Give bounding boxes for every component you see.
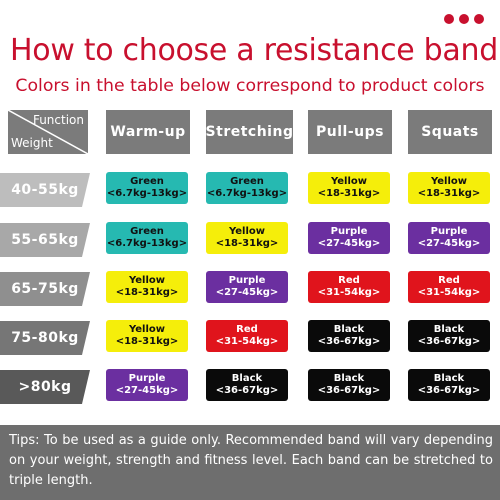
page-title: How to choose a resistance band: [10, 33, 498, 68]
band-cell-red: Red <31-54kg>: [206, 320, 288, 352]
weight-range-cell: 40-55kg: [0, 173, 90, 207]
tips-text: Tips: To be used as a guide only. Recomm…: [9, 433, 493, 488]
band-cell-yellow: Yellow <18-31kg>: [206, 222, 288, 254]
band-resistance-range: <36-67kg>: [215, 385, 279, 396]
band-color-name: Yellow: [330, 176, 368, 187]
band-cell-yellow: Yellow <18-31kg>: [308, 172, 390, 204]
band-cell-green: Green <6.7kg-13kg>: [206, 172, 288, 204]
band-color-name: Yellow: [228, 226, 266, 237]
band-cell-black: Black <36-67kg>: [408, 369, 490, 401]
band-resistance-range: <36-67kg>: [417, 385, 481, 396]
band-resistance-range: <27-45kg>: [215, 287, 279, 298]
band-resistance-range: <18-31kg>: [317, 188, 381, 199]
weight-label: Weight: [11, 136, 53, 150]
band-color-name: Red: [338, 275, 360, 286]
band-resistance-range: <6.7kg-13kg>: [106, 188, 188, 199]
function-label: Function: [32, 113, 84, 127]
weight-range-cell: 55-65kg: [0, 223, 90, 257]
band-color-name: Green: [230, 176, 264, 187]
table-corner-header: Function Weight: [8, 110, 88, 154]
band-cell-purple: Purple <27-45kg>: [408, 222, 490, 254]
column-header-squats: Squats: [408, 110, 492, 154]
weight-range-cell: 75-80kg: [0, 321, 90, 355]
band-resistance-range: <27-45kg>: [115, 385, 179, 396]
band-color-name: Purple: [330, 226, 368, 237]
band-resistance-range: <18-31kg>: [115, 287, 179, 298]
band-cell-yellow: Yellow <18-31kg>: [106, 271, 188, 303]
band-resistance-range: <18-31kg>: [115, 336, 179, 347]
band-cell-green: Green <6.7kg-13kg>: [106, 172, 188, 204]
band-color-name: Purple: [128, 373, 166, 384]
band-resistance-range: <6.7kg-13kg>: [106, 238, 188, 249]
band-cell-black: Black <36-67kg>: [206, 369, 288, 401]
band-color-name: Black: [333, 324, 365, 335]
dot: [444, 14, 454, 24]
band-color-name: Black: [231, 373, 263, 384]
column-header-warm-up: Warm-up: [106, 110, 190, 154]
band-resistance-range: <18-31kg>: [417, 188, 481, 199]
band-resistance-range: <27-45kg>: [417, 238, 481, 249]
band-color-name: Purple: [430, 226, 468, 237]
dot: [459, 14, 469, 24]
band-color-name: Purple: [228, 275, 266, 286]
band-resistance-range: <27-45kg>: [317, 238, 381, 249]
page-subtitle: Colors in the table below correspond to …: [15, 76, 485, 96]
band-cell-purple: Purple <27-45kg>: [206, 271, 288, 303]
band-resistance-range: <31-54kg>: [317, 287, 381, 298]
band-cell-black: Black <36-67kg>: [308, 369, 390, 401]
menu-dots-icon: [444, 14, 484, 24]
band-resistance-range: <36-67kg>: [317, 336, 381, 347]
band-resistance-range: <36-67kg>: [317, 385, 381, 396]
weight-range-cell: >80kg: [0, 370, 90, 404]
band-cell-red: Red <31-54kg>: [308, 271, 390, 303]
band-resistance-range: <6.7kg-13kg>: [206, 188, 288, 199]
band-color-name: Black: [433, 324, 465, 335]
band-cell-purple: Purple <27-45kg>: [106, 369, 188, 401]
band-color-name: Red: [236, 324, 258, 335]
band-cell-purple: Purple <27-45kg>: [308, 222, 390, 254]
band-resistance-range: <36-67kg>: [417, 336, 481, 347]
column-header-pull-ups: Pull-ups: [308, 110, 392, 154]
tips-banner: [0, 425, 500, 500]
band-color-name: Yellow: [128, 324, 166, 335]
band-color-name: Black: [333, 373, 365, 384]
band-cell-red: Red <31-54kg>: [408, 271, 490, 303]
band-cell-black: Black <36-67kg>: [308, 320, 390, 352]
band-resistance-range: <18-31kg>: [215, 238, 279, 249]
band-color-name: Yellow: [128, 275, 166, 286]
diagonal-divider: [8, 110, 88, 154]
band-cell-yellow: Yellow <18-31kg>: [408, 172, 490, 204]
weight-range-cell: 65-75kg: [0, 272, 90, 306]
band-resistance-range: <31-54kg>: [215, 336, 279, 347]
band-cell-black: Black <36-67kg>: [408, 320, 490, 352]
band-color-name: Red: [438, 275, 460, 286]
column-header-stretching: Stretching: [206, 110, 293, 154]
band-color-name: Green: [130, 176, 164, 187]
band-resistance-range: <31-54kg>: [417, 287, 481, 298]
band-color-name: Yellow: [430, 176, 468, 187]
band-color-name: Green: [130, 226, 164, 237]
band-color-name: Black: [433, 373, 465, 384]
band-cell-green: Green <6.7kg-13kg>: [106, 222, 188, 254]
dot: [474, 14, 484, 24]
band-cell-yellow: Yellow <18-31kg>: [106, 320, 188, 352]
